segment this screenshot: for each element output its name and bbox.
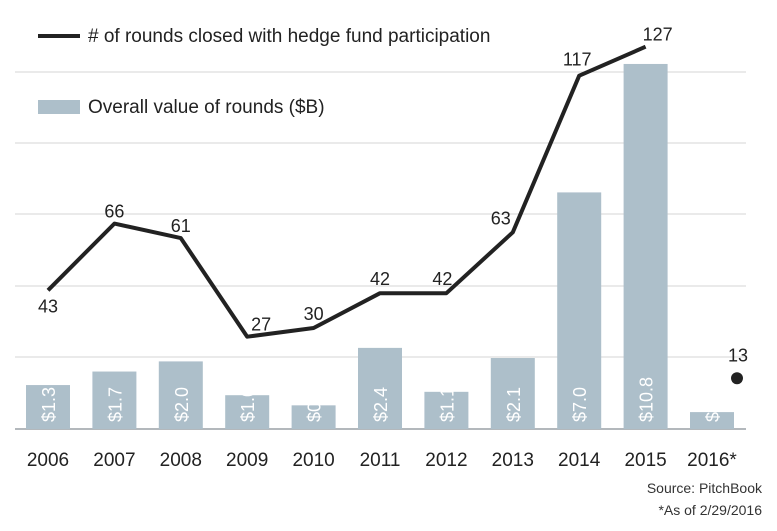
bar-2014 [557,192,602,429]
x-tick-label: 2006 [27,450,69,471]
bar-value-label: $2.4 [371,387,391,422]
line-value-label: 127 [643,25,673,45]
bar-2016 [690,412,734,429]
bar-labels: $1.3 $1.7 $2.0 $1.0 $0.7 $2.4 $1.1 $2.1 $7.0 $10.… [39,377,723,422]
line-value-label: 43 [38,296,58,316]
bar-2011 [358,347,402,429]
line-value-label: 42 [370,269,390,289]
x-tick-label: 2009 [226,450,268,471]
x-tick-label: 2016* [687,450,737,471]
x-tick-label: 2008 [160,450,202,471]
bar-value-label: $0.5 [703,387,723,422]
line-value-label: 13 [728,345,748,365]
footnote: *As of 2/29/2016 [658,502,762,518]
x-tick-label: 2011 [360,450,401,471]
bar-value-label: $2.1 [504,387,524,422]
bar-value-label: $1.0 [238,387,258,422]
bar-value-label: $7.0 [570,387,590,422]
legend-label-value: Overall value of rounds ($B) [88,97,325,118]
x-tick-label: 2013 [492,450,534,471]
x-tick-label: 2014 [558,450,601,471]
bar-value-label: $1.7 [105,387,125,422]
line-value-label: 66 [104,202,124,222]
x-axis-ticks: 2006 2007 2008 2009 2010 2011 2012 2013 2014 2015… [27,450,738,471]
bar-2013 [490,358,535,429]
line-value-label: 27 [251,315,271,335]
x-tick-label: 2007 [93,450,135,471]
line-value-label: 42 [432,269,452,289]
line-point-labels: 43 66 61 27 30 42 42 63 117 127 13 [38,25,748,366]
source-note: Source: PitchBook [647,480,763,496]
line-series [46,44,743,385]
line-value-label: 30 [304,304,324,324]
bar-value-label: $10.8 [637,377,657,422]
bar-2012 [424,391,469,429]
bar-2008 [158,361,203,429]
bar-2010 [291,405,336,429]
legend-bar-swatch [38,100,80,114]
bar-2009 [225,395,270,429]
bar-series [26,63,734,430]
bar-2015 [623,63,668,430]
bar-value-label: $1.1 [437,387,457,422]
line-value-label: 117 [563,50,592,70]
x-tick-label: 2015 [624,450,666,471]
bar-value-label: $2.0 [172,387,192,422]
x-tick-label: 2010 [292,450,334,471]
bar-value-label: $0.7 [305,387,325,422]
line-value-label: 61 [171,216,191,236]
legend-label-rounds: # of rounds closed with hedge fund parti… [88,26,490,47]
line-value-label: 63 [491,208,511,228]
bar-value-label: $1.3 [39,387,59,422]
legend: # of rounds closed with hedge fund parti… [38,26,490,118]
x-tick-label: 2012 [425,450,467,471]
rounds-line [46,44,647,339]
bar-2006 [26,385,70,429]
rounds-point-2016 [731,372,743,385]
bar-2007 [92,371,137,429]
